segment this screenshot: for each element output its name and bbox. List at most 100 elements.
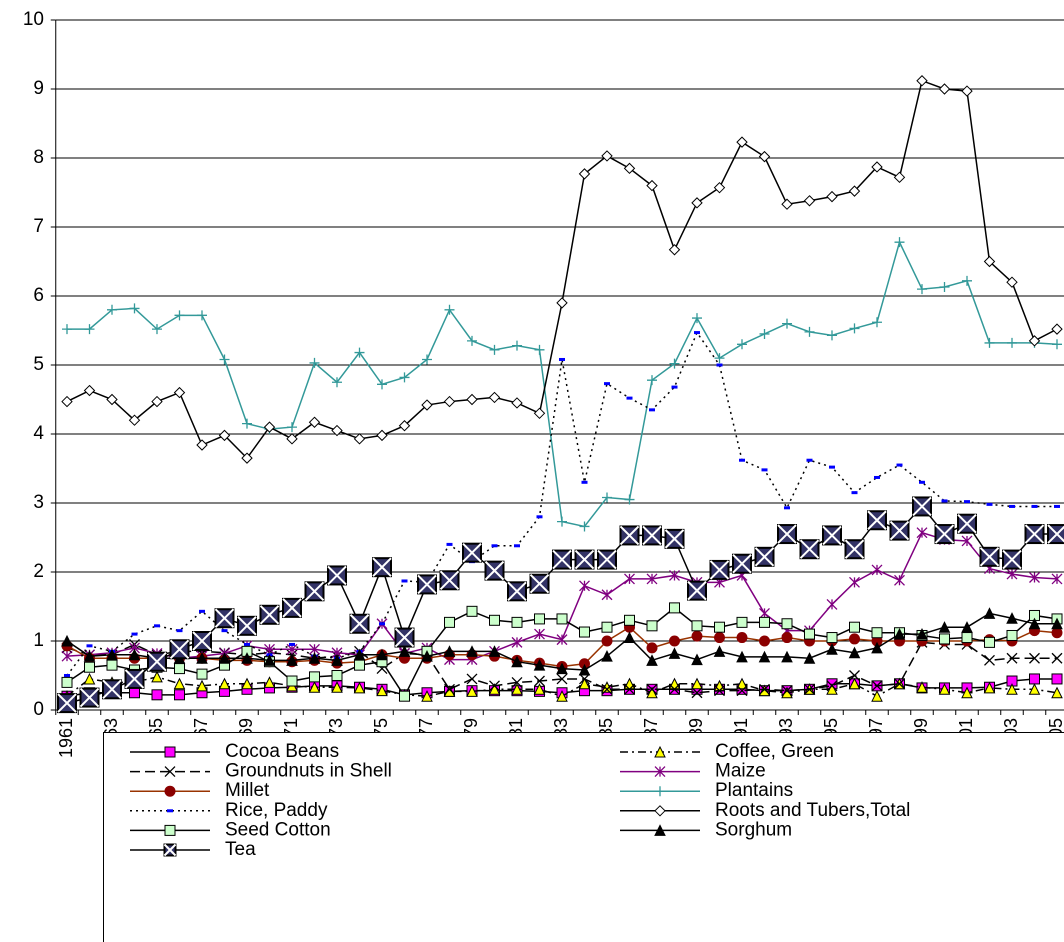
data-point (894, 678, 905, 690)
data-point (174, 663, 185, 675)
data-point (534, 613, 545, 625)
data-point (467, 335, 477, 346)
marker-shape (466, 393, 478, 406)
data-point (601, 650, 613, 662)
data-point (624, 494, 635, 505)
marker-shape (327, 565, 347, 586)
marker-shape (1006, 629, 1018, 641)
marker-shape (354, 347, 365, 358)
y-tick-label: 4 (33, 423, 44, 444)
data-point (803, 652, 816, 664)
data-point (822, 525, 842, 546)
marker-shape (601, 635, 613, 647)
data-point (62, 324, 72, 335)
legend-label: Tea (225, 839, 256, 860)
marker-shape (714, 685, 725, 697)
marker-shape (173, 677, 186, 690)
marker-shape (736, 632, 748, 644)
marker-shape (489, 614, 500, 626)
marker-shape (196, 652, 208, 664)
data-point (777, 524, 797, 545)
data-point (1051, 617, 1063, 630)
marker-shape (736, 650, 748, 663)
data-point (534, 628, 545, 640)
marker-shape (309, 671, 320, 683)
data-point (848, 677, 861, 690)
legend-label: Sorghum (715, 819, 792, 840)
marker-shape (826, 643, 838, 655)
marker-shape (826, 190, 838, 203)
data-point (308, 416, 321, 428)
legend-box (103, 732, 1064, 942)
data-point (624, 683, 635, 695)
marker-shape (174, 310, 185, 321)
marker-shape (169, 639, 190, 659)
data-point (1024, 524, 1045, 545)
data-point (579, 580, 590, 592)
marker-shape (552, 549, 572, 570)
marker-shape (83, 672, 96, 685)
data-point (668, 244, 681, 256)
data-point (669, 683, 680, 695)
marker-shape (893, 171, 906, 184)
marker-shape (309, 357, 320, 368)
marker-shape (422, 354, 432, 365)
data-point (912, 496, 932, 517)
marker-shape (871, 564, 883, 576)
marker-shape (804, 628, 815, 640)
marker-shape (849, 633, 860, 645)
data-point (849, 633, 860, 645)
marker-shape (61, 650, 73, 662)
data-point (534, 675, 545, 687)
data-point (872, 317, 882, 328)
data-point (152, 324, 162, 335)
data-point (421, 650, 433, 662)
data-point (151, 670, 163, 683)
data-point (1006, 568, 1018, 580)
marker-shape (714, 353, 725, 364)
marker-shape (534, 628, 545, 640)
marker-shape (736, 616, 748, 628)
marker-shape (579, 626, 590, 638)
data-point (534, 344, 545, 355)
data-point (511, 636, 523, 648)
marker-shape (916, 681, 928, 693)
marker-shape (578, 663, 591, 676)
data-point (984, 636, 995, 648)
marker-shape (601, 683, 613, 695)
marker-shape (691, 630, 703, 642)
data-point (354, 347, 365, 358)
marker-shape (376, 429, 388, 442)
marker-shape (962, 275, 972, 286)
data-point (377, 379, 387, 390)
data-point (196, 439, 208, 451)
data-point (871, 690, 883, 702)
data-point (214, 608, 235, 629)
marker-shape (237, 616, 257, 636)
marker-shape (488, 391, 501, 404)
marker-shape (61, 395, 73, 408)
data-point (732, 553, 752, 574)
data-point (106, 648, 118, 661)
marker-shape (623, 631, 636, 644)
data-point (398, 420, 411, 432)
marker-shape (668, 244, 681, 256)
marker-shape (984, 636, 995, 648)
data-point (713, 181, 726, 194)
marker-shape (349, 614, 370, 634)
data-point (489, 614, 500, 626)
marker-shape (218, 429, 231, 442)
data-point (242, 418, 252, 429)
marker-shape (557, 516, 567, 527)
marker-shape (1052, 339, 1062, 350)
data-point (646, 620, 658, 632)
marker-shape (353, 648, 366, 661)
data-point (488, 391, 501, 404)
marker-shape (466, 605, 478, 617)
marker-shape (1051, 686, 1063, 699)
data-point (647, 375, 657, 386)
legend-item: Tea (130, 839, 256, 860)
data-point (804, 628, 815, 640)
marker-shape (1029, 652, 1040, 664)
data-point (533, 407, 546, 420)
